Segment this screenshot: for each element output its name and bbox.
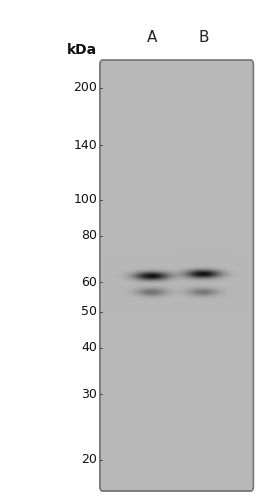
Text: 50: 50	[81, 305, 97, 318]
Text: kDa: kDa	[67, 43, 97, 57]
Text: 40: 40	[81, 341, 97, 354]
Text: A: A	[147, 30, 157, 45]
Text: 100: 100	[73, 193, 97, 206]
FancyBboxPatch shape	[100, 60, 253, 491]
Text: 60: 60	[81, 276, 97, 289]
Text: 20: 20	[81, 453, 97, 466]
Text: 140: 140	[73, 139, 97, 152]
Text: 200: 200	[73, 81, 97, 94]
Bar	[180, 65, 227, 486]
Text: B: B	[198, 30, 209, 45]
Bar	[129, 65, 175, 486]
Text: 80: 80	[81, 229, 97, 242]
Text: 30: 30	[81, 388, 97, 401]
